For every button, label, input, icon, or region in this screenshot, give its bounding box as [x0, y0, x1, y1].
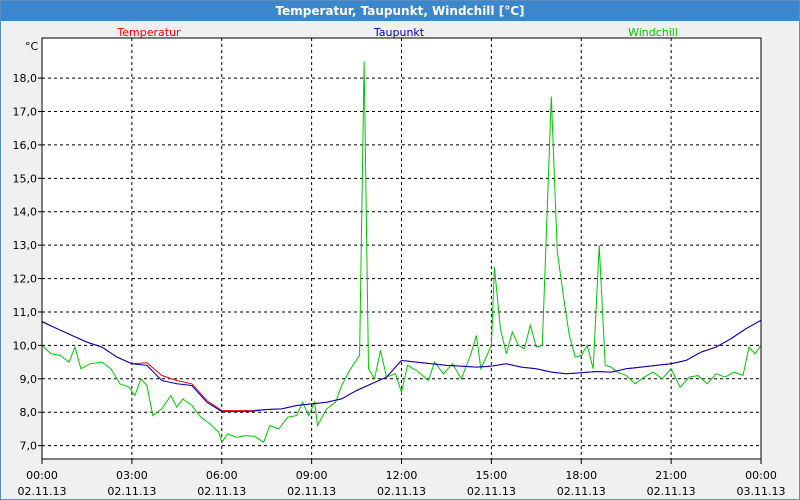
legend-temperatur: Temperatur: [116, 26, 181, 39]
x-tick-label-date: 02.11.13: [647, 485, 696, 498]
x-tick-label-time: 09:00: [296, 469, 328, 482]
y-axis-label: °C: [25, 40, 39, 53]
y-tick-label: 11,0: [13, 306, 38, 319]
y-tick-label: 16,0: [13, 139, 38, 152]
x-tick-label-date: 02.11.13: [557, 485, 606, 498]
y-tick-label: 14,0: [13, 206, 38, 219]
y-tick-label: 12,0: [13, 273, 38, 286]
x-tick-label-time: 06:00: [206, 469, 238, 482]
x-tick-label-time: 00:00: [745, 469, 777, 482]
legend-taupunkt: Taupunkt: [373, 26, 425, 39]
x-tick-label-time: 18:00: [565, 469, 597, 482]
window-title: Temperatur, Taupunkt, Windchill [°C]: [1, 1, 799, 21]
chart-svg: 7,0 8,0 9,0 10,0 11,0 12,0 13,0 14,0 15,0 16,0 17,…: [13, 26, 786, 498]
x-tick-label-date: 02.11.13: [197, 485, 246, 498]
y-tick-label: 18,0: [13, 72, 38, 85]
x-tick-label-date: 02.11.13: [18, 485, 67, 498]
plot-frame: [41, 37, 762, 460]
x-tick-label-date: 02.11.13: [107, 485, 156, 498]
y-tick-label: 15,0: [13, 172, 38, 185]
y-tick-label: 8,0: [20, 406, 38, 419]
x-tick-label-time: 12:00: [386, 469, 418, 482]
y-tick-label: 9,0: [20, 373, 38, 386]
series-line-taupunkt: [42, 319, 761, 413]
x-tick-label-date: 03.11.13: [737, 485, 786, 498]
y-tick-label: 17,0: [13, 106, 38, 119]
x-tick-label-date: 02.11.13: [287, 485, 336, 498]
x-tick-label-date: 02.11.13: [377, 485, 426, 498]
x-tick-label-time: 15:00: [476, 469, 508, 482]
y-tick-label: 10,0: [13, 339, 38, 352]
y-tick-label: 7,0: [20, 440, 38, 453]
legend-windchill: Windchill: [628, 26, 678, 39]
x-tick-label-time: 03:00: [116, 469, 148, 482]
x-tick-label-date: 02.11.13: [467, 485, 516, 498]
series-line-windchill: [42, 61, 761, 444]
y-tick-label: 13,0: [13, 239, 38, 252]
x-tick-label-time: 21:00: [655, 469, 687, 482]
x-tick-label-time: 00:00: [26, 469, 58, 482]
